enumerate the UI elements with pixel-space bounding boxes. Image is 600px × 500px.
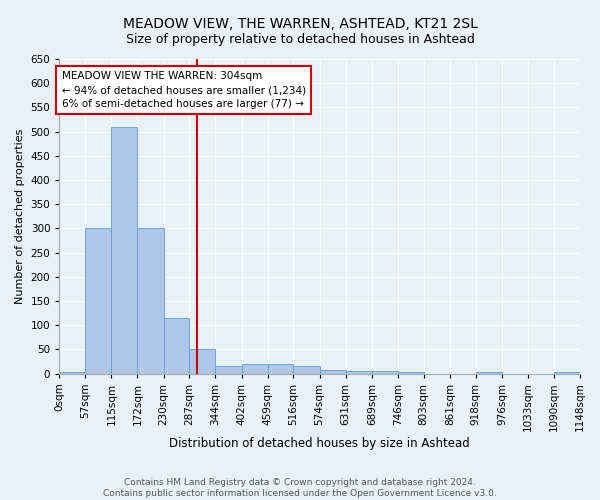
Bar — [476, 372, 502, 374]
Bar — [85, 228, 112, 374]
X-axis label: Distribution of detached houses by size in Ashtead: Distribution of detached houses by size … — [169, 437, 470, 450]
Bar — [293, 366, 320, 374]
Bar — [215, 366, 242, 374]
Bar — [242, 364, 268, 374]
Bar — [554, 372, 580, 374]
Bar — [398, 372, 424, 374]
Text: Contains HM Land Registry data © Crown copyright and database right 2024.
Contai: Contains HM Land Registry data © Crown c… — [103, 478, 497, 498]
Bar — [320, 370, 346, 374]
Bar — [346, 371, 372, 374]
Text: Size of property relative to detached houses in Ashtead: Size of property relative to detached ho… — [125, 32, 475, 46]
Text: MEADOW VIEW, THE WARREN, ASHTEAD, KT21 2SL: MEADOW VIEW, THE WARREN, ASHTEAD, KT21 2… — [122, 18, 478, 32]
Text: MEADOW VIEW THE WARREN: 304sqm
← 94% of detached houses are smaller (1,234)
6% o: MEADOW VIEW THE WARREN: 304sqm ← 94% of … — [62, 71, 306, 109]
Bar — [372, 371, 398, 374]
Bar — [164, 318, 190, 374]
Y-axis label: Number of detached properties: Number of detached properties — [15, 128, 25, 304]
Bar — [268, 364, 293, 374]
Bar — [190, 350, 215, 374]
Bar — [112, 127, 137, 374]
Bar — [59, 372, 85, 374]
Bar — [137, 228, 164, 374]
